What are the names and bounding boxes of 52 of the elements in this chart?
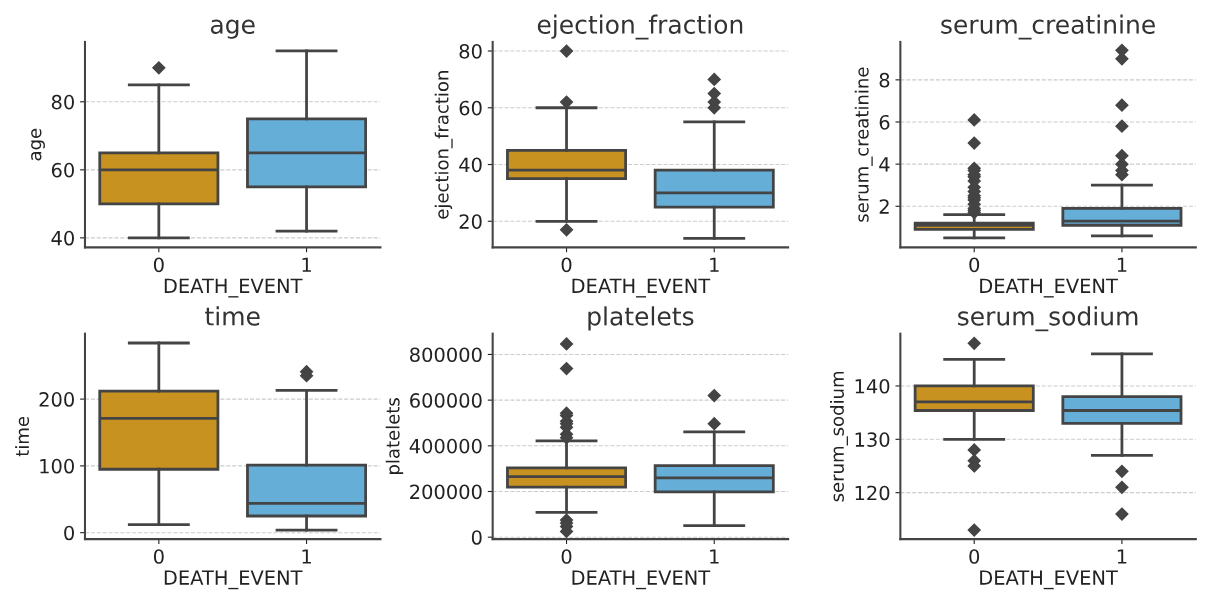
x-tick-label: 1 [710,257,719,272]
y-tick-label: 60 [459,100,482,116]
y-axis-title: serum_creatinine [854,67,873,222]
x-tick-label: 1 [1117,549,1127,564]
x-axis-title: DEATH_EVENT [164,570,303,590]
y-tick-label: 0 [64,525,74,541]
y-tick-label: 4 [879,157,890,172]
chart-title: time [205,306,260,326]
x-tick-label: 0 [153,549,164,564]
x-tick-label: 1 [302,549,311,564]
y-tick-label: 6 [879,114,890,130]
x-tick-label: 0 [561,257,572,273]
x-tick-label: 0 [969,257,980,273]
y-tick-label: 140 [855,378,890,394]
y-tick-label: 40 [51,230,74,246]
x-tick-label: 1 [1117,257,1127,272]
chart-title: age [210,19,255,39]
y-axis-title: ejection_fraction [434,71,453,219]
chart-title: ejection_fraction [537,14,743,40]
y-axis-title: platelets [385,398,404,474]
x-axis-title: DEATH_EVENT [572,278,711,298]
y-tick-label: 40 [459,157,482,173]
x-tick-label: 1 [302,257,311,272]
x-tick-label: 0 [153,257,164,273]
y-tick-label: 400000 [409,438,482,454]
y-tick-label: 8 [879,72,890,88]
x-tick-label: 0 [969,549,980,564]
chart-title: platelets [588,306,694,331]
y-tick-label: 80 [51,94,74,110]
chart-title: serum_creatinine [941,14,1155,40]
y-tick-label: 60 [51,162,74,178]
y-tick-label: 130 [855,432,890,447]
x-tick-label: 0 [561,549,572,564]
y-axis-title: serum_sodium [829,371,848,502]
y-tick-label: 200000 [410,484,482,500]
y-tick-label: 0 [471,530,482,545]
y-tick-label: 100 [40,458,74,474]
y-tick-label: 120 [855,485,890,501]
x-tick-label: 1 [710,549,719,564]
x-axis-title: DEATH_EVENT [164,278,303,298]
y-axis-title: time [15,416,30,457]
x-axis-title: DEATH_EVENT [572,570,711,590]
y-tick-label: 80 [459,43,482,59]
y-tick-label: 800000 [410,347,482,363]
y-tick-label: 200 [39,392,74,407]
chart-title: serum_sodium [958,306,1138,332]
y-axis-title: age [31,128,45,161]
y-tick-label: 600000 [410,393,482,408]
x-axis-title: DEATH_EVENT [980,570,1118,590]
y-tick-label: 2 [879,199,889,214]
y-tick-label: 20 [459,214,482,229]
x-axis-title: DEATH_EVENT [980,278,1118,298]
